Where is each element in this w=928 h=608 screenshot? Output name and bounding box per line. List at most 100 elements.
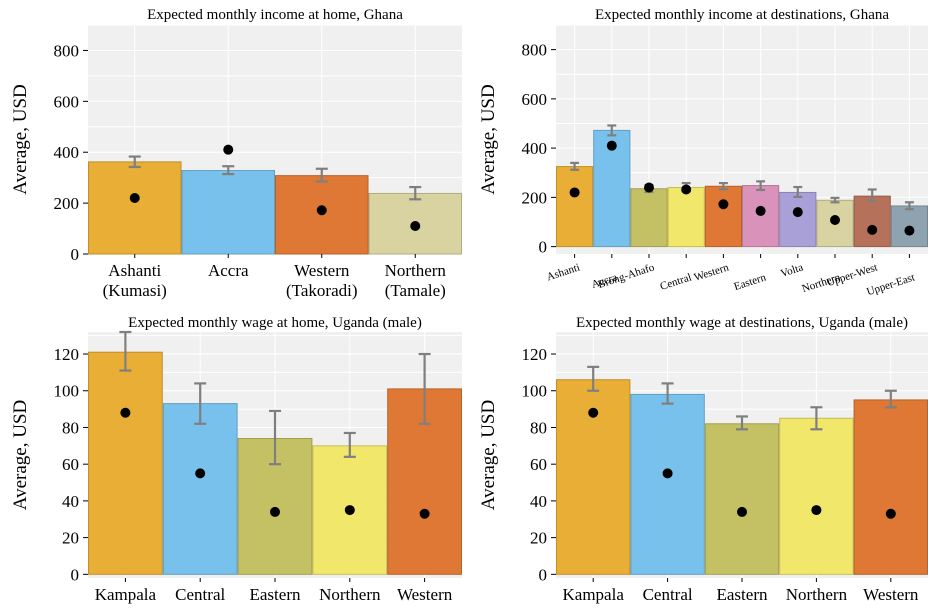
data-point [344,505,355,516]
y-tick-label: 600 [522,90,548,109]
x-tick-label: Eastern [717,585,768,604]
data-point [755,205,766,216]
bar [88,161,182,255]
bar [742,185,780,248]
y-tick-label: 400 [54,143,80,162]
bar [630,393,705,575]
chart-panel-3: 0 20 40 60 80 100 120 Average, USD Expected mont… [10,315,463,604]
chart-panel-4: 0 20 40 60 80 100 120 Average, USD Expected mont… [478,315,928,604]
data-point [223,144,234,155]
data-point [644,182,654,193]
data-point [120,407,131,418]
data-point [904,225,915,236]
y-tick-label: 200 [54,194,80,213]
x-tick-label: Central [643,585,693,604]
data-point [681,184,692,195]
bar [853,399,928,575]
x-tick-label: (Kumasi) [103,281,167,300]
bar [779,417,854,575]
y-tick-label: 0 [71,565,80,584]
bar [853,195,891,248]
chart-title: Expected monthly wage at destinations, U… [576,315,908,331]
y-tick-label: 0 [539,238,548,257]
data-point [811,505,822,516]
x-tick-label: Ashanti [545,261,581,283]
y-axis-label: Average, USD [478,84,499,194]
y-tick-label: 400 [522,139,548,158]
x-tick-label: Kampala [563,585,625,604]
bar [704,185,742,248]
data-point [737,506,747,517]
y-tick-label: 120 [54,345,80,364]
x-tick-label: Accra [208,261,249,280]
x-tick-label: Western [294,261,350,280]
data-point [885,508,896,519]
data-point [316,205,327,216]
data-point [270,506,280,517]
y-tick-label: 100 [522,382,548,401]
x-tick-label: Western [397,585,453,604]
x-tick-label: Eastern [732,271,768,293]
y-tick-label: 80 [530,418,547,437]
y-tick-label: 0 [71,245,80,264]
chart-title: Expected monthly wage at home, Uganda (m… [128,315,422,331]
x-tick-label: Northern [385,261,447,280]
chart-title: Expected monthly income at destinations,… [595,7,889,23]
data-point [588,407,599,418]
data-point [410,221,421,232]
data-point [718,199,729,210]
data-point [606,140,617,151]
bar [181,170,275,255]
y-tick-label: 0 [539,565,548,584]
y-tick-label: 800 [54,41,80,60]
y-tick-label: 20 [530,529,547,548]
x-tick-label: Central [659,271,694,292]
y-axis-label: Average, USD [10,400,31,510]
data-point [867,224,878,235]
y-tick-label: 40 [530,492,547,511]
y-axis-label: Average, USD [10,84,31,194]
bar [779,191,817,248]
y-tick-label: 60 [62,455,79,474]
x-tick-label: Kampala [95,585,157,604]
data-point [662,468,673,479]
bar [704,423,780,575]
x-tick-label: (Takoradi) [286,281,358,300]
y-tick-label: 80 [62,418,79,437]
data-point [830,215,840,226]
x-tick-label: Northern [786,585,848,604]
data-point [569,187,580,198]
data-point [129,193,140,204]
chart-title: Expected monthly income at home, Ghana [147,7,403,23]
chart-panel-2: 0 200 400 600 800 Average, USD Expected monthl… [478,7,928,298]
bar [88,351,163,575]
x-tick-label: Ashanti [108,261,161,280]
y-tick-label: 200 [522,188,548,207]
x-tick-label: Volta [779,261,805,280]
bar [630,188,668,248]
bar [556,166,594,248]
y-tick-label: 40 [62,492,79,511]
y-tick-label: 120 [522,345,548,364]
data-point [195,468,206,479]
y-tick-label: 60 [530,455,547,474]
y-axis-label: Average, USD [478,400,499,510]
y-tick-label: 100 [54,382,80,401]
x-tick-label: Eastern [250,585,301,604]
x-tick-label: Brong-Ahafo [596,261,656,291]
y-tick-label: 20 [62,529,79,548]
x-tick-label: Upper-East [865,271,916,298]
data-point [419,508,430,519]
x-tick-label: (Tamale) [385,281,446,300]
bar [667,187,705,248]
y-tick-label: 800 [522,41,548,60]
bar [162,403,238,575]
x-tick-label: Western [863,585,919,604]
x-tick-label: Northern [319,585,381,604]
y-tick-label: 600 [54,92,80,111]
x-tick-label: Western [693,261,731,284]
x-tick-label: Central [175,585,225,604]
data-point [792,207,803,218]
chart-panel-1: 0 200 400 600 800 Average, USD Expected monthl… [10,7,462,300]
